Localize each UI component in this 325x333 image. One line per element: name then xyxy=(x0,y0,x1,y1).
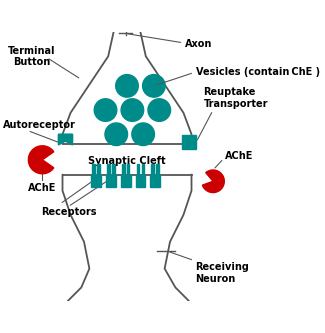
Text: AChE: AChE xyxy=(28,182,57,192)
Polygon shape xyxy=(121,165,131,187)
Wedge shape xyxy=(202,170,224,192)
Text: Terminal
Button: Terminal Button xyxy=(8,46,55,67)
Text: Axon: Axon xyxy=(185,39,212,49)
Wedge shape xyxy=(28,146,54,174)
Circle shape xyxy=(132,123,154,146)
Text: Receiving
Neuron: Receiving Neuron xyxy=(196,262,249,283)
Polygon shape xyxy=(91,165,101,187)
Text: Synaptic Cleft: Synaptic Cleft xyxy=(88,156,166,166)
Circle shape xyxy=(148,99,171,121)
Polygon shape xyxy=(136,165,145,187)
Text: Reuptake
Transporter: Reuptake Transporter xyxy=(203,87,268,109)
Text: Vesicles (contain ChE ): Vesicles (contain ChE ) xyxy=(196,68,320,78)
Circle shape xyxy=(94,99,117,121)
Circle shape xyxy=(143,75,165,97)
Text: Autoreceptor: Autoreceptor xyxy=(3,120,76,130)
Polygon shape xyxy=(58,134,72,145)
Text: AChE: AChE xyxy=(225,151,254,161)
Polygon shape xyxy=(150,165,160,187)
Polygon shape xyxy=(106,165,116,187)
Circle shape xyxy=(116,75,138,97)
Circle shape xyxy=(121,99,144,121)
Polygon shape xyxy=(58,134,72,141)
Circle shape xyxy=(105,123,127,146)
Text: Receptors: Receptors xyxy=(41,207,97,217)
Bar xyxy=(182,135,196,149)
